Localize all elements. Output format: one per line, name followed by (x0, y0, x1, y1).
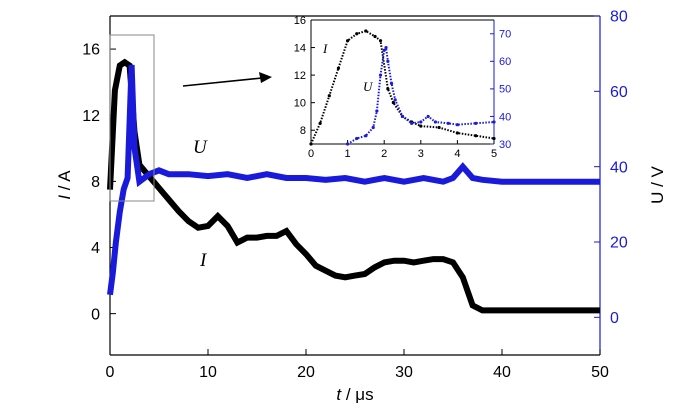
inset-series-u-line (347, 44, 495, 145)
inset-series-u-point (474, 121, 478, 125)
inset-y-left-tick-label: 10 (294, 98, 306, 110)
inset-series-u-point (355, 136, 359, 141)
inset-series-i-point (455, 131, 459, 135)
main-series (107, 58, 600, 314)
main-y-left-tick-label: 4 (91, 240, 100, 257)
main-annotation-i: I (199, 250, 208, 271)
inset-x-tick-label: 0 (308, 148, 314, 160)
inset-series-u-point (433, 120, 438, 124)
main-series-u-line (107, 64, 600, 296)
inset-series-i-point (318, 121, 322, 125)
inset-series-u-point (400, 114, 405, 119)
inset-series-u-point (389, 81, 394, 85)
inset-y-right-tick-label: 40 (499, 111, 511, 123)
inset-series-i-point (386, 87, 390, 91)
inset-background (311, 20, 494, 144)
right-y-axis-title: U / V (648, 165, 667, 203)
inset-series-u-point (378, 73, 383, 77)
inset-series-u-point (382, 48, 386, 52)
inset-series-i-point (309, 142, 313, 146)
inset-series-i-point (346, 39, 350, 43)
main-y-right-tick-label: 40 (610, 159, 628, 176)
main-y-left-tick-label: 12 (82, 108, 100, 125)
inset-y-right-tick-label: 30 (499, 139, 511, 151)
inset-x-tick-label: 4 (454, 148, 460, 160)
main-x-tick-label: 0 (106, 364, 115, 381)
inset-y-left-tick-label: 8 (300, 125, 306, 137)
inset-annotation-u: U (363, 79, 374, 94)
main-series-i-line (107, 58, 600, 314)
main-x-tick-label: 30 (395, 364, 413, 381)
inset-series-i-line (310, 29, 495, 145)
inset-y-right-tick-label: 50 (499, 84, 511, 96)
inset-series-u-point (455, 123, 459, 127)
inset-series-u-point (492, 120, 496, 124)
inset-series-i-point (419, 124, 423, 128)
inset-series-u-point (446, 121, 450, 125)
inset-series-i-point (364, 29, 368, 33)
zoom-arrow (182, 77, 263, 87)
inset-x-tick-label: 5 (491, 148, 497, 160)
inset-series-u-point (371, 125, 375, 130)
main-x-tick-label: 10 (199, 364, 217, 381)
main-y-right-tick-label: 0 (610, 310, 619, 327)
inset-series-u-point (364, 134, 368, 138)
main-x-tick-label: 40 (493, 364, 511, 381)
inset-series-i-point (336, 66, 341, 70)
inset-series-u-point (346, 142, 350, 146)
inset-series-i-point (437, 125, 441, 130)
inset-x-tick-label: 3 (418, 148, 424, 160)
main-y-left-tick-label: 16 (82, 42, 100, 59)
inset-annotation-i: I (322, 41, 328, 56)
inset-y-right-tick-label: 70 (499, 29, 511, 41)
main-y-left-tick-label: 8 (91, 174, 100, 191)
inset-series-i-point (378, 39, 383, 43)
inset-plot-area (310, 19, 495, 145)
inset-x-tick-label: 1 (345, 148, 351, 160)
inset-series-i-point (355, 32, 359, 36)
inset-series-i-point (373, 34, 377, 39)
inset-x-tick-label: 2 (381, 148, 387, 160)
inset-series-u-point (386, 59, 390, 63)
inset-series-i-point (327, 94, 331, 98)
inset-series-i-point (492, 136, 496, 141)
inset-series-u-point (393, 98, 397, 102)
main-y-right-tick-label: 60 (610, 84, 628, 101)
x-axis-title: t / μs (336, 385, 373, 404)
inset-series-i-point (474, 134, 478, 138)
main-y-left-tick-label: 0 (91, 306, 100, 323)
main-x-tick-label: 20 (297, 364, 315, 381)
main-y-right-tick-label: 20 (610, 235, 628, 252)
inset-series-u-point (410, 121, 414, 125)
zoom-arrow-head (259, 72, 272, 83)
inset-y-left-tick-label: 14 (294, 42, 306, 54)
inset-series-u-point (426, 114, 430, 119)
inset-y-right-tick-label: 60 (499, 56, 511, 68)
main-annotation-u: U (193, 137, 208, 158)
main-y-right-tick-label: 80 (610, 9, 628, 26)
inset-series-u-point (375, 109, 379, 113)
inset-y-left-tick-label: 16 (294, 15, 306, 27)
inset-series-i-point (391, 101, 395, 105)
left-y-axis-title: I / A (55, 170, 74, 200)
inset-y-left-tick-label: 12 (294, 70, 306, 82)
inset-series (309, 29, 496, 146)
inset-series-u-point (419, 120, 423, 124)
zoom-region-box (109, 34, 155, 202)
main-x-tick-label: 50 (591, 364, 609, 381)
inset-series-u-point (384, 45, 388, 50)
